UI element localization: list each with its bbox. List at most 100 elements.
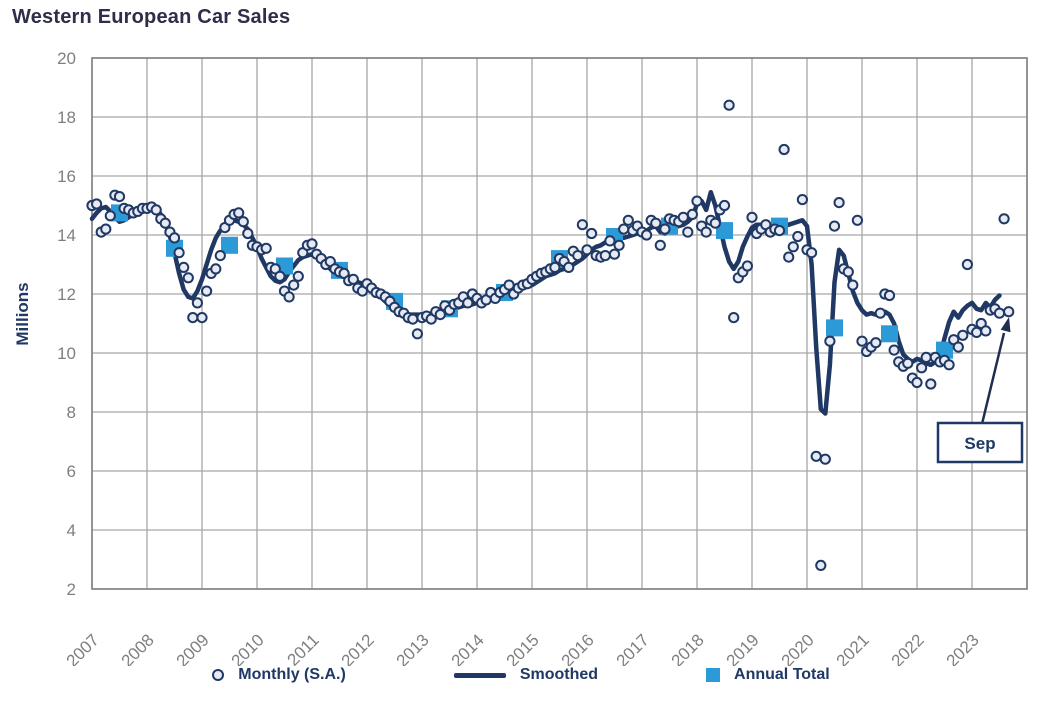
monthly-point xyxy=(911,376,923,389)
monthly-point xyxy=(723,99,735,111)
monthly-point xyxy=(961,258,974,271)
monthly-point xyxy=(100,223,112,235)
monthly-point xyxy=(260,242,272,254)
monthly-point xyxy=(718,199,731,212)
x-tick-label: 2007 xyxy=(63,630,103,666)
monthly-point xyxy=(957,329,969,341)
x-tick-label: 2022 xyxy=(888,630,928,666)
monthly-point xyxy=(503,279,515,291)
monthly-point xyxy=(654,239,666,251)
monthly-point xyxy=(971,326,983,338)
monthly-point xyxy=(178,261,190,273)
monthly-point xyxy=(91,198,103,210)
legend-item-smoothed: Smoothed xyxy=(453,666,598,684)
monthly-point xyxy=(819,453,831,465)
monthly-marker-icon xyxy=(212,669,225,681)
monthly-point xyxy=(572,250,584,262)
x-tick-label: 2013 xyxy=(393,630,433,666)
monthly-point xyxy=(700,226,712,238)
annual-total-point xyxy=(826,319,843,337)
x-tick-label: 2014 xyxy=(448,630,488,666)
monthly-point xyxy=(608,248,621,260)
monthly-point xyxy=(104,210,116,222)
monthly-point xyxy=(173,247,185,259)
monthly-point xyxy=(659,223,671,235)
y-tick-label: 18 xyxy=(57,108,76,127)
monthly-point xyxy=(242,227,254,240)
annual-total-point xyxy=(881,325,898,343)
monthly-point xyxy=(856,335,868,347)
monthly-point xyxy=(691,195,703,207)
monthly-point xyxy=(902,357,914,369)
monthly-point xyxy=(462,297,474,309)
monthly-point xyxy=(347,273,359,285)
annual-total-point xyxy=(221,236,238,254)
monthly-point xyxy=(214,250,226,262)
monthly-point xyxy=(650,217,662,229)
monthly-point xyxy=(847,279,859,291)
monthly-point xyxy=(842,266,854,278)
monthly-point xyxy=(815,559,827,572)
chart-legend: Monthly (S.A.) Smoothed Annual Total xyxy=(0,666,1042,684)
x-tick-label: 2018 xyxy=(668,630,708,666)
monthly-point xyxy=(888,344,900,356)
x-tick-label: 2016 xyxy=(558,630,598,666)
annual-marker-icon xyxy=(706,668,721,682)
x-tick-label: 2015 xyxy=(503,630,543,666)
monthly-point xyxy=(824,335,836,347)
page-title: Western European Car Sales xyxy=(12,6,291,28)
legend-label-annual: Annual Total xyxy=(734,666,830,683)
monthly-point xyxy=(925,378,937,390)
monthly-point xyxy=(773,225,786,237)
monthly-point xyxy=(851,214,864,226)
monthly-point xyxy=(581,244,593,256)
monthly-point xyxy=(283,291,295,303)
monthly-point xyxy=(833,197,845,209)
monthly-point xyxy=(686,208,699,220)
monthly-point xyxy=(778,143,790,156)
monthly-point xyxy=(874,307,886,319)
sep-annotation-box xyxy=(936,421,1024,464)
sep-annotation-label: Sep xyxy=(964,434,995,453)
monthly-point xyxy=(182,272,194,284)
y-tick-label: 8 xyxy=(67,403,76,422)
smoothed-marker-icon xyxy=(453,672,506,678)
monthly-point xyxy=(998,213,1010,225)
monthly-point xyxy=(411,328,423,340)
monthly-point xyxy=(796,194,809,206)
monthly-point xyxy=(306,238,318,250)
x-tick-label: 2009 xyxy=(173,630,213,666)
monthly-point xyxy=(191,297,203,309)
monthly-scatter-series xyxy=(86,99,1015,572)
sep-annotation-arrow-head xyxy=(1000,317,1011,333)
monthly-point xyxy=(787,241,799,253)
x-tick-label: 2019 xyxy=(723,630,763,666)
y-tick-label: 6 xyxy=(67,462,76,481)
monthly-point xyxy=(920,351,932,363)
monthly-point xyxy=(1003,306,1015,318)
monthly-point xyxy=(993,307,1006,319)
legend-item-monthly: Monthly (S.A.) xyxy=(212,666,346,684)
sep-annotation: Sep xyxy=(936,317,1024,464)
legend-item-annual: Annual Total xyxy=(706,666,830,684)
gridlines xyxy=(91,57,1028,590)
monthly-point xyxy=(883,289,896,302)
y-axis-tick-labels: 20 18 16 14 12 10 8 6 4 2 xyxy=(57,49,76,599)
monthly-point xyxy=(563,261,575,273)
monthly-point xyxy=(916,362,928,374)
x-tick-label: 2021 xyxy=(833,630,873,666)
monthly-point xyxy=(810,450,822,462)
monthly-point xyxy=(187,312,199,324)
monthly-point xyxy=(604,235,616,247)
x-tick-label: 2011 xyxy=(284,630,323,666)
monthly-point xyxy=(201,285,213,297)
monthly-point xyxy=(292,270,304,282)
monthly-point xyxy=(943,359,955,371)
monthly-point xyxy=(870,337,882,349)
x-tick-label: 2012 xyxy=(338,630,378,666)
monthly-point xyxy=(828,220,841,232)
plot-border xyxy=(91,57,1028,590)
monthly-point xyxy=(980,325,992,337)
monthly-point xyxy=(682,226,694,238)
monthly-point xyxy=(549,261,561,273)
